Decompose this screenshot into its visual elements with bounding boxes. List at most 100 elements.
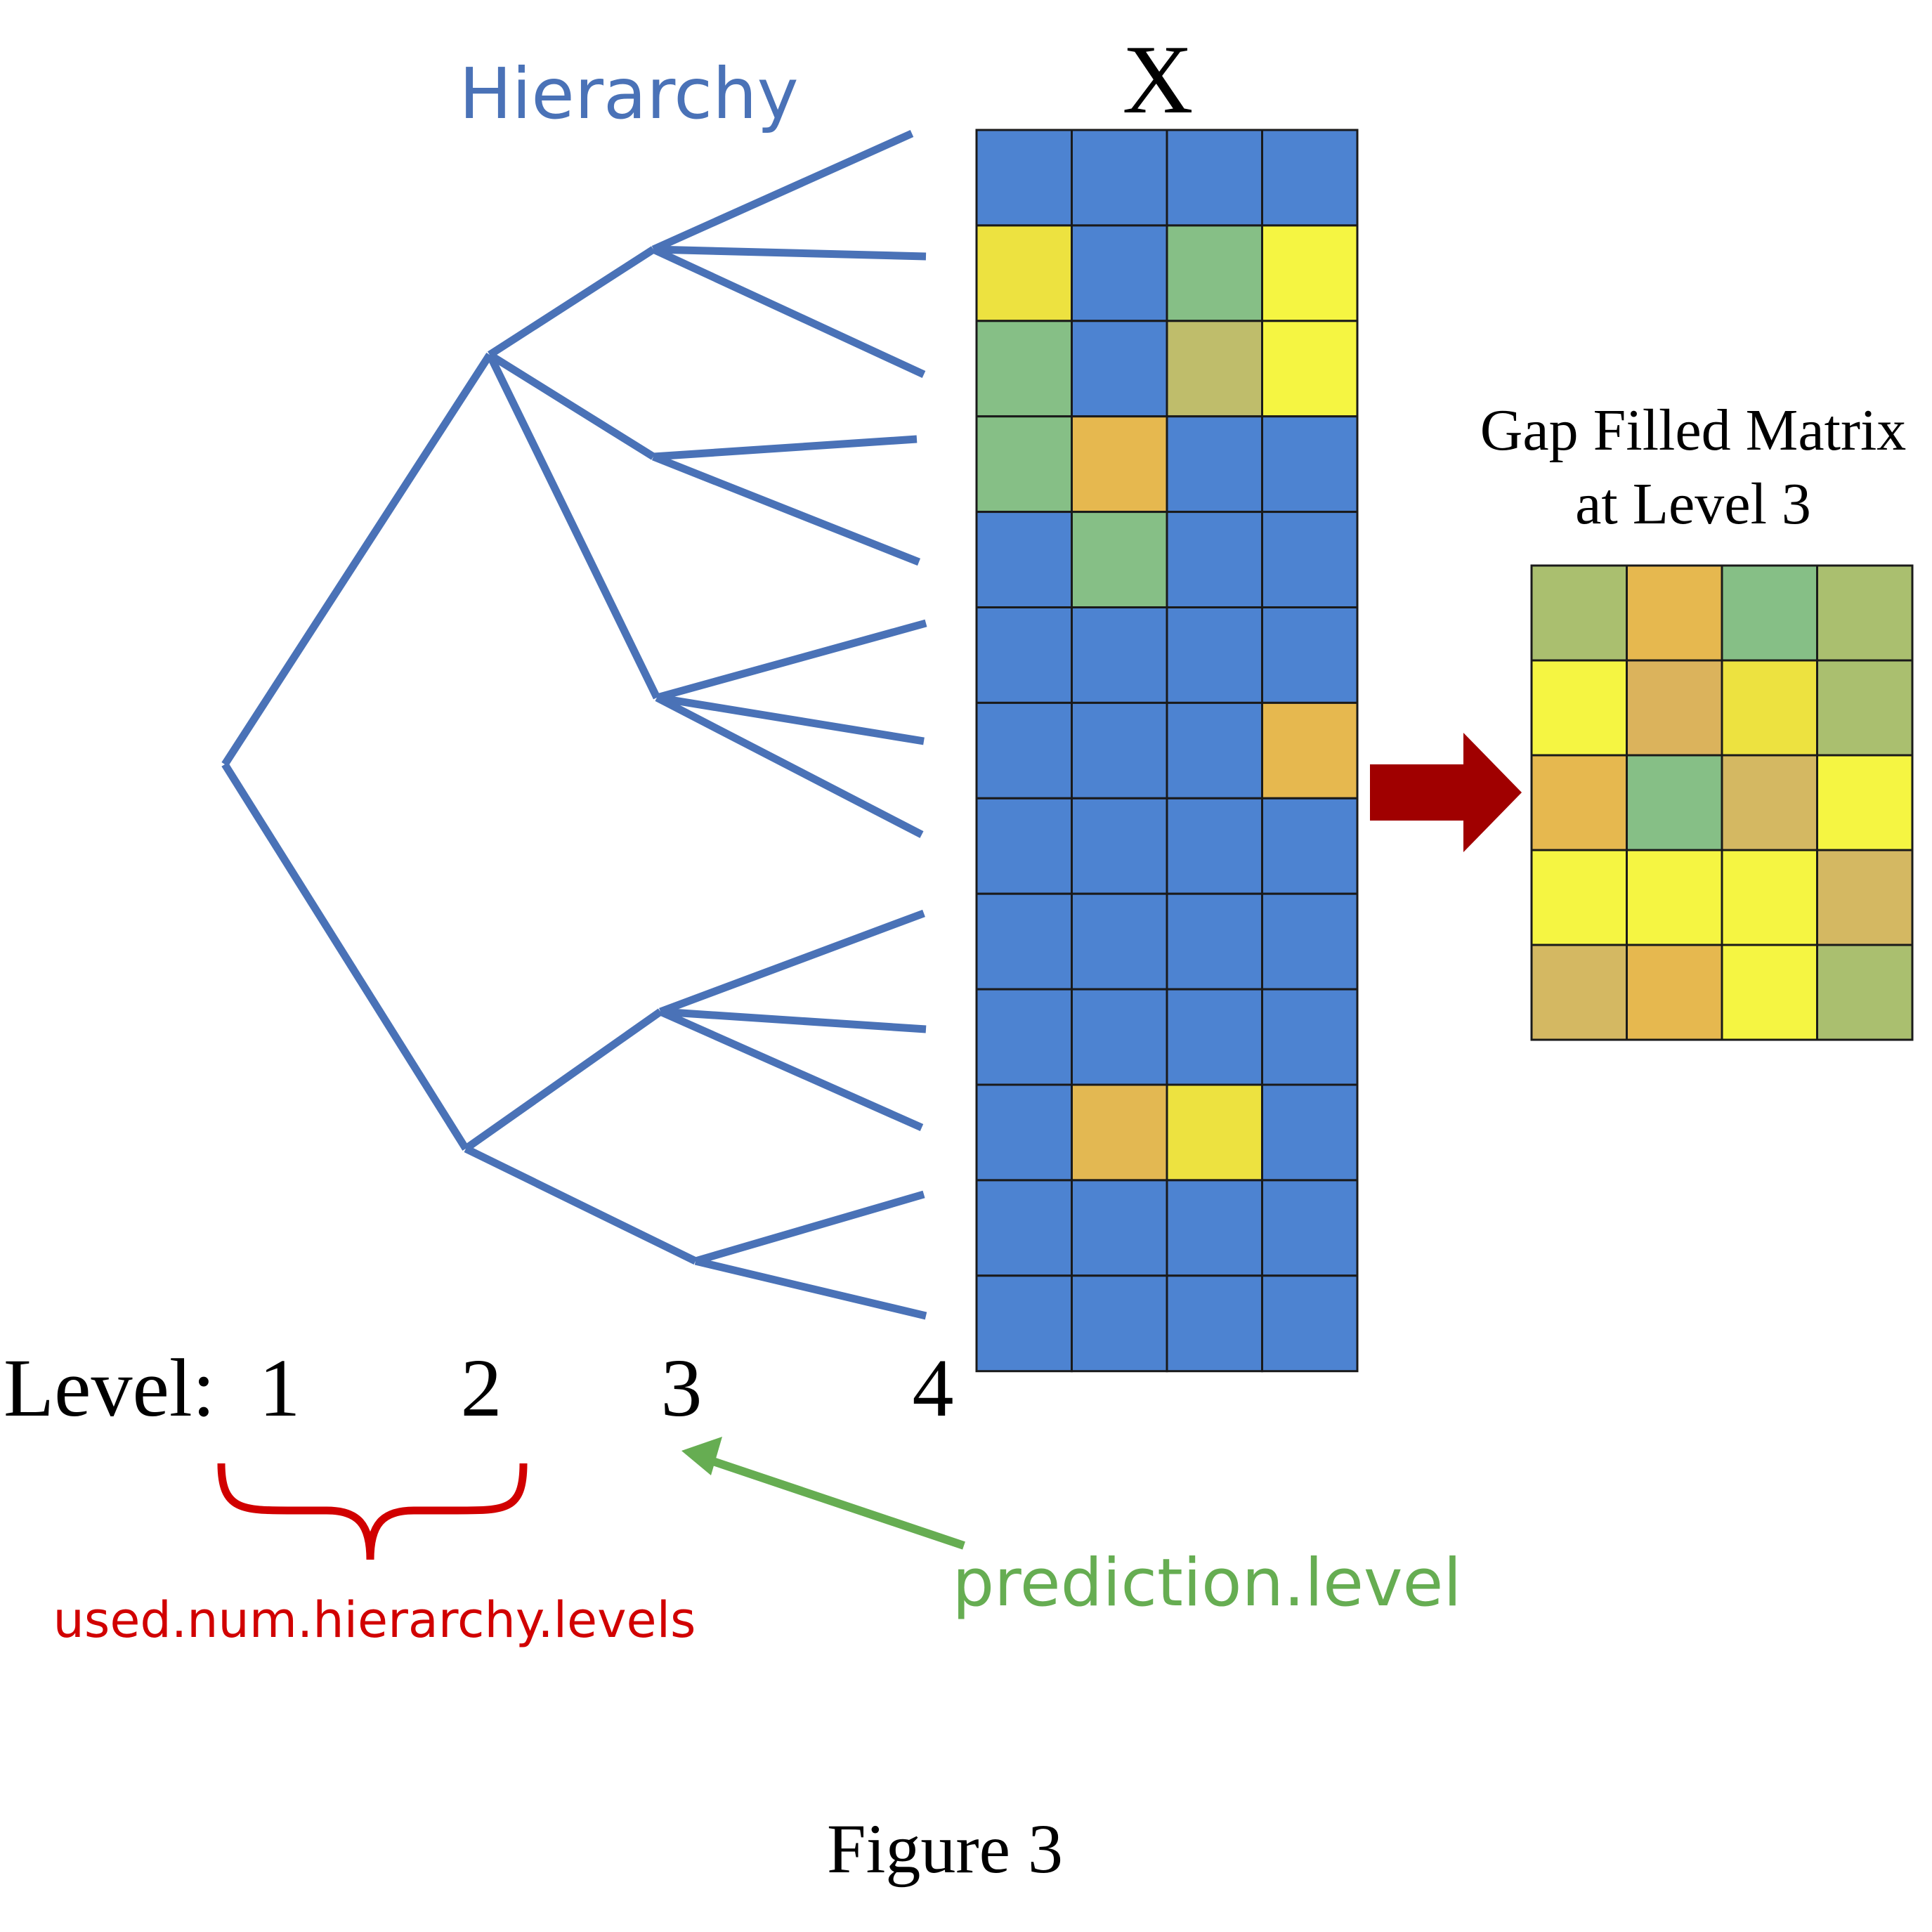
tree-edge — [464, 1145, 698, 1265]
matrix-x-cell — [975, 320, 1073, 418]
gap-filled-cell — [1816, 659, 1914, 757]
matrix-x-cell — [975, 224, 1073, 322]
matrix-x-cell — [1071, 415, 1168, 514]
tree-edge — [694, 1257, 927, 1320]
tree-edge — [221, 762, 469, 1151]
matrix-x-cell — [1166, 224, 1263, 322]
matrix-x-cell — [975, 892, 1073, 991]
level-3: 3 — [661, 1342, 703, 1434]
tree-edge — [651, 452, 921, 566]
gap-filled-cell — [1721, 659, 1818, 757]
matrix-x-cell — [1261, 1274, 1359, 1373]
right-arrow — [1370, 733, 1522, 852]
gap-filled-cell — [1626, 849, 1723, 946]
tree-edge — [651, 129, 914, 254]
matrix-x-cell — [1071, 1274, 1168, 1373]
matrix-x-cell — [1261, 129, 1359, 227]
matrix-x-cell — [1071, 511, 1168, 608]
matrix-x-cell — [1071, 606, 1168, 704]
tree-edge — [651, 246, 926, 378]
matrix-x-cell — [975, 511, 1073, 608]
level-4: 4 — [913, 1342, 954, 1434]
prediction-level-label: prediction.level — [952, 1545, 1461, 1621]
level-prefix: Level: — [4, 1342, 215, 1434]
matrix-x-cell — [1071, 320, 1168, 418]
hierarchy-label: Hierarchy — [459, 53, 798, 135]
matrix-x — [975, 129, 1359, 1373]
matrix-x-cell — [1166, 511, 1263, 608]
matrix-x-label: X — [1122, 25, 1193, 134]
matrix-x-cell — [1166, 988, 1263, 1086]
gap-filled-cell — [1530, 564, 1628, 662]
matrix-x-cell — [1166, 701, 1263, 799]
gap-filled-cell — [1626, 754, 1723, 851]
tree-edge — [655, 619, 927, 702]
matrix-x-cell — [1071, 988, 1168, 1086]
matrix-x-cell — [1166, 892, 1263, 991]
figure-caption: Figure 3 — [827, 1810, 1063, 1888]
tree-edge — [653, 245, 927, 261]
gap-filled-cell — [1816, 944, 1914, 1041]
gap-filled-cell — [1721, 564, 1818, 662]
gap-filled-cell — [1530, 849, 1628, 946]
tree-edge — [655, 694, 924, 838]
matrix-x-cell — [975, 129, 1073, 227]
matrix-x-cell — [975, 415, 1073, 514]
gap-filled-cell — [1530, 754, 1628, 851]
gap-filled-cell — [1721, 944, 1818, 1041]
matrix-x-cell — [1071, 1083, 1168, 1182]
gap-filled-cell — [1626, 944, 1723, 1041]
matrix-x-cell — [1071, 797, 1168, 895]
matrix-x-cell — [1071, 1179, 1168, 1277]
matrix-x-cell — [1261, 797, 1359, 895]
matrix-x-cell — [975, 701, 1073, 799]
gap-filled-cell — [1530, 944, 1628, 1041]
gap-filled-cell — [1530, 659, 1628, 757]
gap-filled-title-line1: Gap Filled Matrix — [1480, 398, 1907, 463]
matrix-x-cell — [1166, 320, 1263, 418]
matrix-x-cell — [1166, 1274, 1263, 1373]
matrix-x-cell — [1166, 129, 1263, 227]
tree-edge — [221, 353, 493, 766]
matrix-x-cell — [1261, 511, 1359, 608]
used-levels-brace — [217, 1463, 528, 1560]
gap-filled-cell — [1626, 659, 1723, 757]
matrix-x-cell — [1261, 701, 1359, 799]
tree-edge — [488, 246, 655, 358]
matrix-x-cell — [975, 1274, 1073, 1373]
matrix-x-cell — [975, 988, 1073, 1086]
matrix-x-cell — [1261, 320, 1359, 418]
matrix-x-cell — [1261, 988, 1359, 1086]
tree-edge — [656, 693, 925, 745]
gap-filled-cell — [1721, 849, 1818, 946]
gap-filled-matrix — [1530, 564, 1914, 1041]
used-levels-label: used.num.hierarchy.levels — [53, 1591, 696, 1649]
gap-filled-cell — [1816, 849, 1914, 946]
matrix-x-cell — [1071, 892, 1168, 991]
matrix-x-cell — [1166, 415, 1263, 514]
tree-edge — [486, 353, 660, 700]
matrix-x-cell — [1261, 606, 1359, 704]
matrix-x-cell — [1261, 224, 1359, 322]
matrix-x-cell — [1261, 415, 1359, 514]
matrix-x-cell — [1166, 606, 1263, 704]
matrix-x-cell — [975, 797, 1073, 895]
level-2: 2 — [461, 1342, 502, 1434]
matrix-x-cell — [1166, 1083, 1263, 1182]
hierarchy-tree — [221, 129, 927, 1320]
matrix-x-cell — [1071, 701, 1168, 799]
tree-edge — [659, 909, 925, 1016]
gap-filled-title-line2: at Level 3 — [1575, 471, 1811, 537]
gap-filled-cell — [1816, 564, 1914, 662]
gap-filled-cell — [1626, 564, 1723, 662]
tree-edge — [660, 1007, 927, 1033]
gap-filled-cell — [1816, 754, 1914, 851]
matrix-x-cell — [1261, 1179, 1359, 1277]
matrix-x-cell — [975, 1179, 1073, 1277]
prediction-arrow-head — [681, 1437, 722, 1475]
tree-edge — [653, 435, 918, 461]
matrix-x-cell — [1261, 1083, 1359, 1182]
matrix-x-cell — [1166, 797, 1263, 895]
tree-edge — [488, 351, 655, 460]
